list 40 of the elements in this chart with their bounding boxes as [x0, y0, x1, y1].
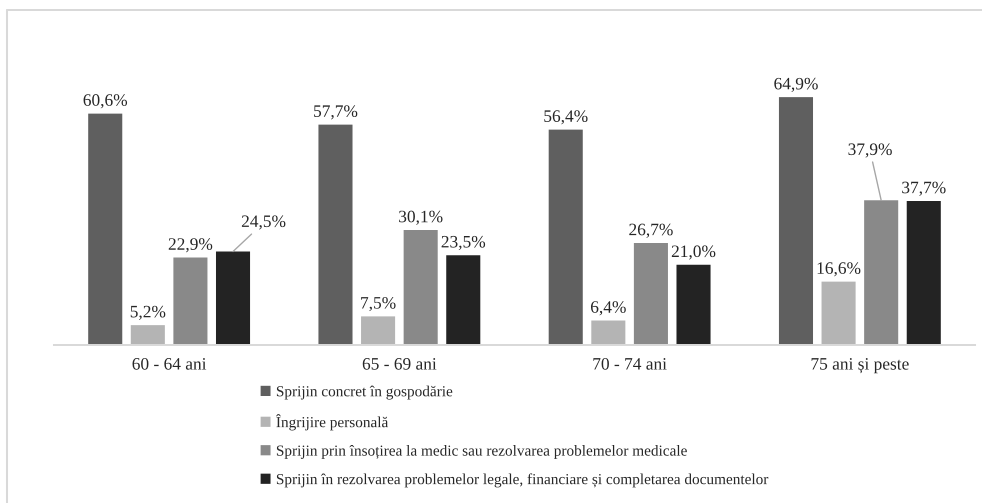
- data-label: 22,9%: [168, 238, 212, 252]
- bar: [822, 282, 856, 345]
- legend-label: Sprijin prin însoțirea la medic sau rezolvarea problemelor medicale: [276, 444, 687, 459]
- data-label: 5,2%: [130, 306, 166, 320]
- legend-label: Sprijin în rezolvarea problemelor legale, financiare și completarea documentelor: [276, 473, 768, 488]
- data-label: 23,5%: [442, 236, 486, 250]
- data-label: 30,1%: [399, 210, 443, 225]
- data-label: 6,4%: [590, 301, 626, 316]
- bar: [361, 316, 396, 345]
- bar: [778, 97, 814, 345]
- data-label: 56,4%: [544, 110, 588, 124]
- bar: [591, 320, 626, 345]
- x-tick-label: 65 - 69 ani: [362, 358, 436, 370]
- bar: [318, 124, 353, 345]
- x-tick-label: 70 - 74 ani: [593, 358, 667, 370]
- data-label: 26,7%: [629, 224, 673, 238]
- bar: [404, 230, 438, 345]
- data-label: 37,7%: [902, 182, 946, 196]
- data-label: 57,7%: [314, 105, 358, 120]
- legend-label: Sprijin concret în gospodărie: [276, 386, 452, 400]
- data-label: 7,5%: [361, 296, 396, 312]
- bar: [446, 255, 480, 345]
- bar: [676, 264, 711, 345]
- data-label: 21,0%: [672, 245, 716, 260]
- x-tick-label: 60 - 64 ani: [132, 358, 206, 370]
- data-label: 37,9%: [848, 143, 892, 158]
- legend-label: Îngrijire personală: [276, 414, 388, 430]
- bar: [864, 200, 898, 345]
- bar: [216, 251, 250, 345]
- bar: [173, 258, 208, 345]
- bar: [634, 243, 668, 345]
- bar: [906, 201, 941, 345]
- data-label: 60,6%: [84, 94, 128, 108]
- data-label: 24,5%: [242, 215, 286, 230]
- bar: [548, 130, 583, 345]
- bar: [130, 325, 165, 345]
- x-tick-label: 75 ani și peste: [812, 358, 909, 374]
- data-label: 16,6%: [818, 262, 860, 276]
- data-label: 64,9%: [774, 78, 818, 92]
- bar: [88, 114, 122, 345]
